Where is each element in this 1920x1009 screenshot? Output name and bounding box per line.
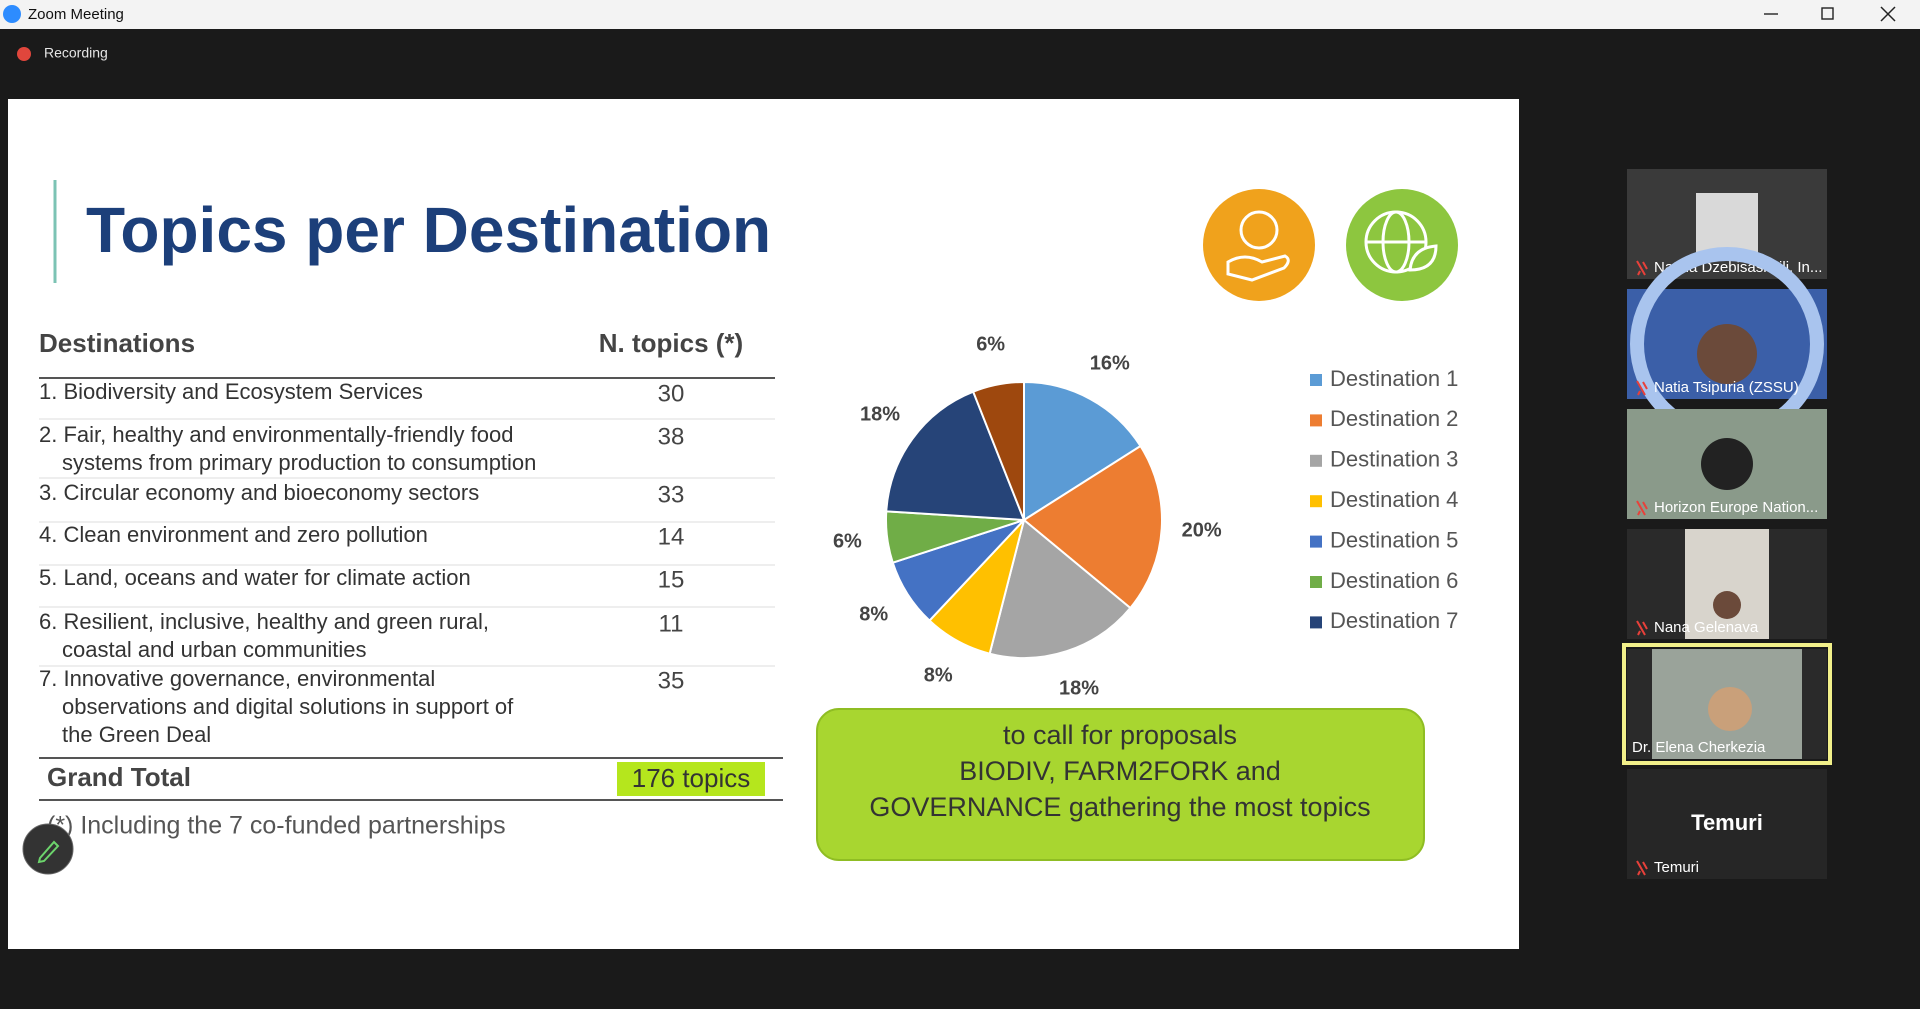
participant-name: Nana Gelenava (1654, 619, 1759, 636)
video-person (1697, 324, 1757, 384)
legend-swatch (1310, 616, 1322, 629)
total-label: Grand Total (47, 762, 191, 792)
destination-name: 7. Innovative governance, environmental (39, 666, 435, 691)
active-speaker-border (1622, 643, 1832, 765)
slice-label: 18% (1059, 678, 1099, 700)
legend-label: Destination 5 (1330, 527, 1458, 552)
participant-name: Dr. Elena Cherkezia (1632, 739, 1766, 756)
destination-name: 1. Biodiversity and Ecosystem Services (39, 379, 423, 404)
legend-label: Destination 7 (1330, 608, 1458, 633)
slice-label: 16% (1090, 352, 1130, 374)
legend-swatch (1310, 576, 1322, 588)
recording-dot (17, 47, 31, 61)
muted-mic-icon (1636, 620, 1648, 636)
slice-label: 6% (976, 333, 1005, 355)
legend-label: Destination 1 (1330, 366, 1458, 391)
pie-slice (971, 380, 1025, 521)
legend-swatch (1310, 414, 1322, 427)
slice-label: 6% (833, 531, 862, 553)
globe-icon (1346, 189, 1458, 301)
legend-label: Destination 4 (1330, 487, 1458, 512)
slice-label: 8% (859, 604, 888, 626)
topics-count: 33 (658, 481, 685, 508)
topics-count: 38 (658, 423, 685, 450)
legend-label: Destination 6 (1330, 568, 1458, 593)
topics-count: 14 (658, 523, 685, 550)
euro-icon (1203, 189, 1315, 301)
destination-name: observations and digital solutions in su… (62, 694, 514, 719)
pie-slice (988, 518, 1132, 659)
slide-title: Topics per Destination (86, 194, 771, 266)
muted-mic-icon (1636, 860, 1648, 876)
avatar-placeholder (1696, 193, 1758, 255)
legend-swatch (1310, 535, 1322, 548)
callout-text: to call for proposals (1003, 720, 1237, 750)
destination-name: 6. Resilient, inclusive, healthy and gre… (39, 609, 489, 634)
destination-name: 3. Circular economy and bioeconomy secto… (39, 480, 479, 505)
callout-text: BIODIV, FARM2FORK and (959, 756, 1281, 786)
recording-label: Recording (44, 45, 108, 61)
close-button[interactable] (1880, 6, 1896, 22)
topics-count: 15 (658, 566, 685, 593)
title-bar (0, 0, 1920, 29)
destination-name: 5. Land, oceans and water for climate ac… (39, 565, 471, 590)
slice-label: 8% (924, 664, 953, 686)
pen-icon (37, 840, 60, 864)
table-header: N. topics (*) (599, 328, 743, 358)
video-person (1708, 687, 1752, 731)
total-value: 176 topics (632, 763, 751, 793)
legend-swatch (1310, 495, 1322, 508)
callout-box (816, 708, 1425, 861)
video-frame (1685, 529, 1769, 639)
muted-mic-icon (1636, 260, 1648, 276)
topics-count: 11 (659, 610, 684, 637)
participant-name: Horizon Europe Nation... (1654, 499, 1818, 516)
destination-name: systems from primary production to consu… (62, 450, 536, 475)
table-header: Destinations (39, 328, 195, 358)
muted-mic-icon (1636, 380, 1648, 396)
destination-name: the Green Deal (62, 722, 211, 747)
callout-text: GOVERNANCE gathering the most topics (869, 792, 1370, 822)
legend-label: Destination 2 (1330, 406, 1458, 431)
video-person (1713, 591, 1741, 619)
participant-tile[interactable] (1627, 769, 1827, 879)
slice-label: 20% (1182, 519, 1222, 541)
total-highlight (617, 762, 765, 796)
slice-label: 18% (860, 404, 900, 426)
destination-name: 4. Clean environment and zero pollution (39, 522, 428, 547)
restore-button[interactable] (1821, 7, 1834, 20)
participant-name: Temuri (1654, 859, 1699, 876)
pie-slice (885, 390, 1026, 522)
participant-display-name: Temuri (1691, 810, 1763, 835)
destination-name: coastal and urban communities (62, 637, 367, 662)
video-person (1701, 438, 1753, 490)
pie-slice (1022, 444, 1163, 610)
legend-label: Destination 3 (1330, 447, 1458, 472)
destination-name: 2. Fair, healthy and environmentally-fri… (39, 422, 513, 447)
topics-count: 35 (658, 667, 685, 694)
window-title: Zoom Meeting (28, 6, 124, 23)
muted-mic-icon (1636, 500, 1648, 516)
participant-panel: Natela Dzebisashvili, In...Natia Tsipuri… (1622, 169, 1832, 879)
participant-name: Natia Tsipuria (ZSSU) (1654, 379, 1799, 396)
legend-swatch (1310, 374, 1322, 386)
pie-chart: 16% 20% 18% 8% 8% 6% 18% 6% Destination 1 Destina… (833, 333, 1458, 699)
topics-count: 30 (658, 380, 685, 407)
pie-slice (1023, 380, 1142, 522)
legend-swatch (1310, 454, 1322, 467)
footnote: (*) Including the 7 co-funded partnershi… (47, 812, 506, 840)
zoom-logo (3, 5, 21, 23)
